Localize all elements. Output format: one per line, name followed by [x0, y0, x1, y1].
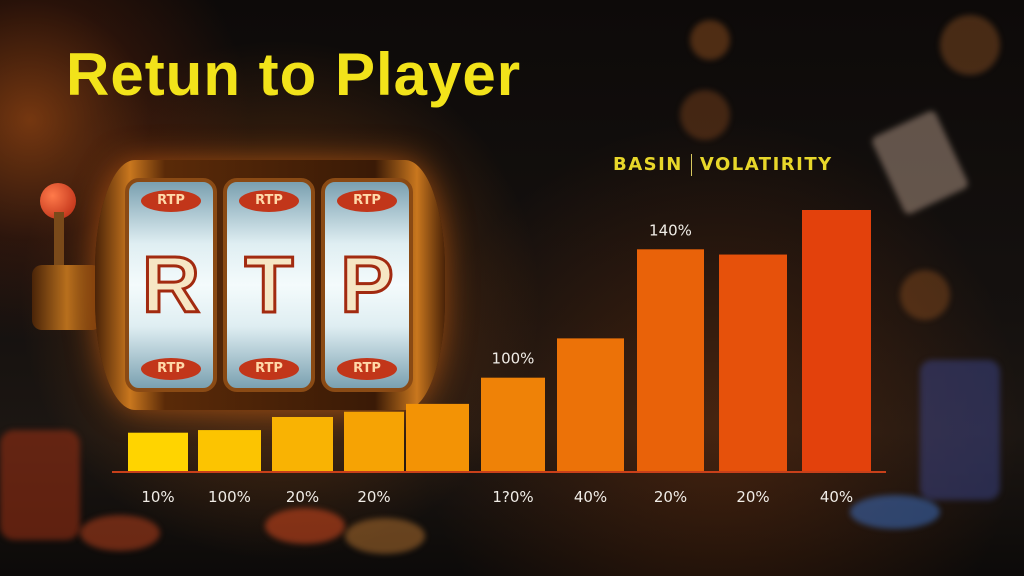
reel-badge: RTP	[337, 190, 397, 212]
slot-machine: RTP R RTP RTP T RTP RTP P RTP	[95, 160, 445, 410]
bokeh-light	[690, 20, 730, 60]
x-tick-label: 20%	[286, 488, 319, 506]
bar	[344, 411, 404, 472]
data-label: 140%	[649, 221, 692, 239]
reel-symbol: R	[141, 239, 202, 331]
bokeh-light	[900, 270, 950, 320]
reel-badge: RTP	[141, 190, 201, 212]
chip-stack	[0, 430, 80, 540]
data-label: 100%	[492, 350, 535, 368]
bokeh-light	[940, 15, 1000, 75]
bar	[198, 430, 261, 472]
poker-chip	[345, 518, 425, 554]
bar	[128, 432, 188, 472]
x-tick-label: 40%	[574, 488, 607, 506]
bar	[557, 338, 624, 472]
reel-2: RTP T RTP	[223, 178, 315, 392]
lever-rod	[54, 212, 64, 272]
x-tick-label: 40%	[820, 488, 853, 506]
bar	[481, 377, 545, 472]
x-tick-label: 20%	[654, 488, 687, 506]
poker-chip	[850, 495, 940, 529]
reel-symbol: P	[339, 239, 395, 331]
x-tick-label: 20%	[736, 488, 769, 506]
poker-chip	[265, 508, 345, 544]
bokeh-light	[680, 90, 730, 140]
chip-stack	[920, 360, 1000, 500]
reel-3: RTP P RTP	[321, 178, 413, 392]
x-tick-label: 10%	[141, 488, 174, 506]
x-tick-label: 1?0%	[492, 488, 533, 506]
x-tick-label: 20%	[357, 488, 390, 506]
bar	[719, 254, 787, 472]
reel-badge: RTP	[141, 358, 201, 380]
reel-badge: RTP	[337, 358, 397, 380]
reel-symbol: T	[243, 239, 295, 331]
x-tick-label: 100%	[208, 488, 251, 506]
lever-base	[32, 265, 102, 330]
bar	[406, 403, 469, 472]
bar	[637, 249, 704, 472]
chart-legend: BASIN VOLATIRITY	[613, 154, 833, 176]
reel-1: RTP R RTP	[125, 178, 217, 392]
legend-item: VOLATIRITY	[699, 154, 833, 175]
bar	[802, 210, 871, 472]
poker-chip	[80, 515, 160, 551]
page-title: Retun to Player	[66, 41, 522, 108]
reel-badge: RTP	[239, 190, 299, 212]
reel-badge: RTP	[239, 358, 299, 380]
legend-item: BASIN	[613, 154, 683, 175]
bar	[272, 416, 333, 472]
legend-separator	[690, 154, 692, 176]
